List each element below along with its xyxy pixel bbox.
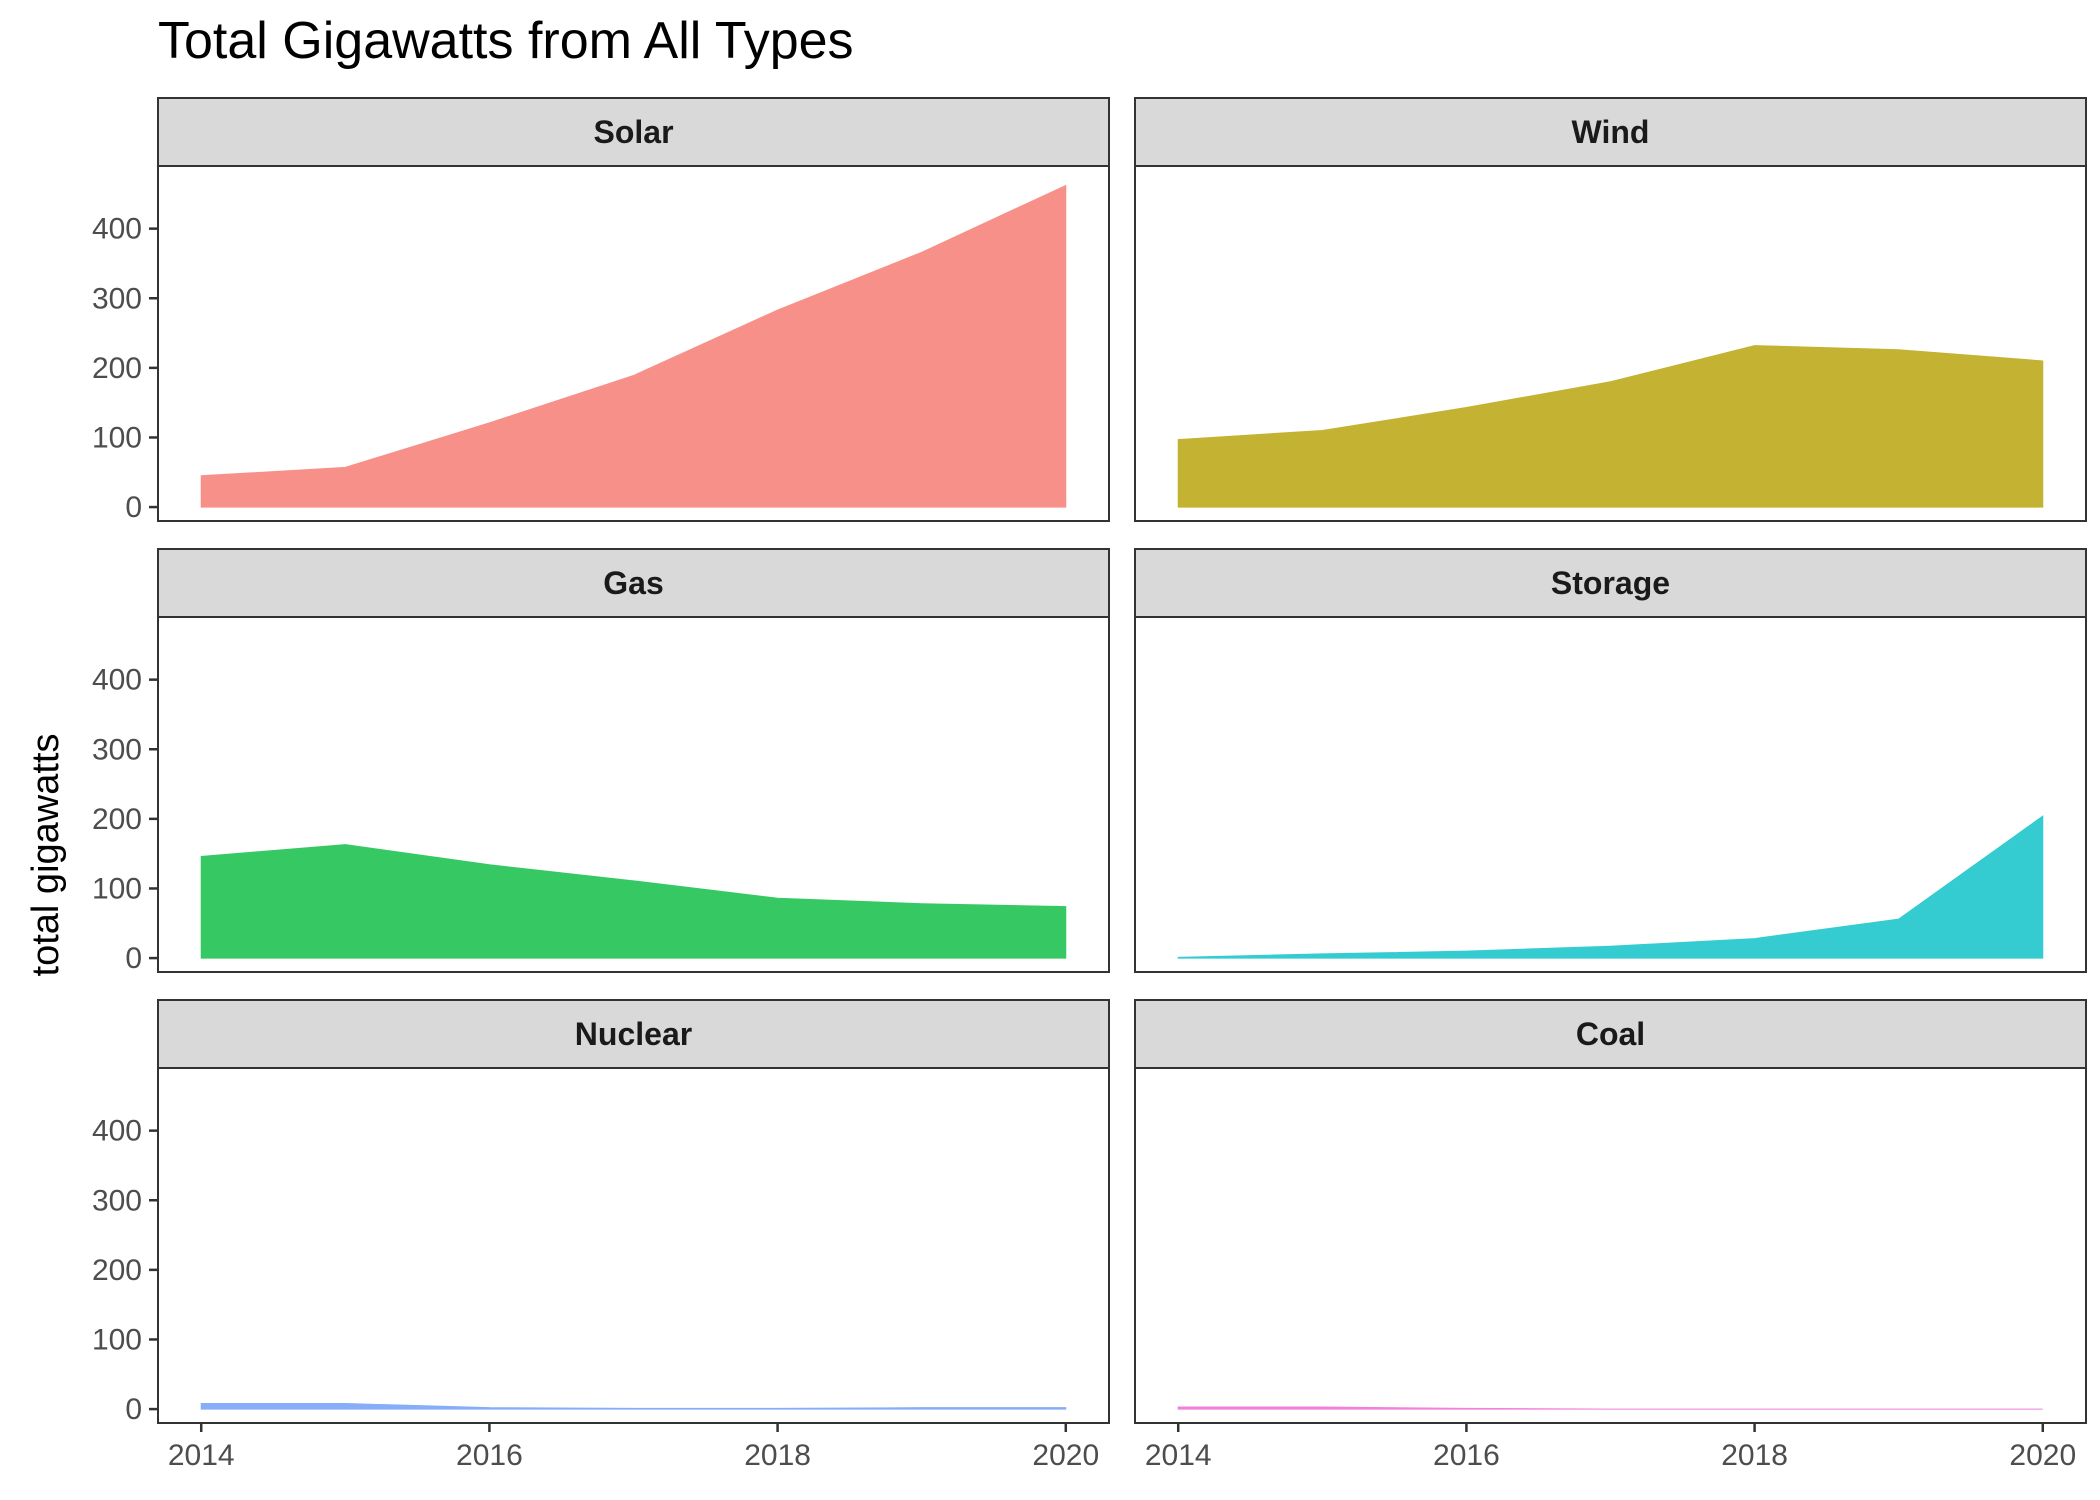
panel-nuclear <box>157 1067 1110 1424</box>
area-wind <box>1177 345 2044 508</box>
strip-label-nuclear: Nuclear <box>575 1016 692 1052</box>
strip-solar <box>157 97 1110 167</box>
x-tick-label: 2018 <box>1721 1439 1788 1472</box>
x-tick-label: 2016 <box>1433 1439 1500 1472</box>
y-tick-label: 200 <box>92 352 142 385</box>
area-nuclear <box>200 1403 1067 1410</box>
y-tick-label: 0 <box>125 491 142 524</box>
x-tick-label: 2018 <box>744 1439 811 1472</box>
y-tick-label: 100 <box>92 1323 142 1356</box>
facet-panels: Solar 0 100 200 300 400 Wind Gas 0 100 200 300 400 St… <box>92 97 2087 1472</box>
strip-gas <box>157 548 1110 618</box>
x-tick-label: 2014 <box>1145 1439 1212 1472</box>
strip-label-solar: Solar <box>593 114 673 150</box>
area-storage <box>1177 815 2044 959</box>
x-tick-label: 2016 <box>456 1439 523 1472</box>
x-tick-label: 2014 <box>168 1439 235 1472</box>
strip-label-wind: Wind <box>1572 114 1650 150</box>
x-tick-label: 2020 <box>1032 1439 1099 1472</box>
x-tick-label: 2020 <box>2009 1439 2076 1472</box>
chart-title: Total Gigawatts from All Types <box>158 12 854 70</box>
panel-storage <box>1134 616 2087 973</box>
area-gas <box>200 844 1067 959</box>
strip-wind <box>1134 97 2087 167</box>
strip-coal <box>1134 999 2087 1069</box>
area-coal <box>1177 1406 2043 1410</box>
y-tick-label: 400 <box>92 1115 142 1148</box>
panel-wind <box>1134 165 2087 522</box>
y-tick-label: 400 <box>92 664 142 697</box>
y-tick-label: 0 <box>125 1393 142 1426</box>
strip-label-coal: Coal <box>1576 1016 1645 1052</box>
strip-label-gas: Gas <box>603 565 663 601</box>
y-tick-label: 100 <box>92 872 142 905</box>
area-solar <box>200 184 1067 508</box>
panel-gas <box>157 616 1110 973</box>
y-tick-label: 400 <box>92 213 142 246</box>
y-tick-label: 0 <box>125 942 142 975</box>
y-tick-label: 300 <box>92 733 142 766</box>
strip-storage <box>1134 548 2087 618</box>
y-tick-label: 300 <box>92 282 142 315</box>
strip-nuclear <box>157 999 1110 1069</box>
panel-coal <box>1134 1067 2087 1424</box>
y-tick-label: 300 <box>92 1184 142 1217</box>
y-tick-label: 200 <box>92 803 142 836</box>
y-axis-label: total gigawatts <box>25 734 67 977</box>
y-tick-label: 100 <box>92 421 142 454</box>
y-tick-label: 200 <box>92 1254 142 1287</box>
strip-label-storage: Storage <box>1551 565 1670 601</box>
panel-solar <box>157 165 1110 522</box>
